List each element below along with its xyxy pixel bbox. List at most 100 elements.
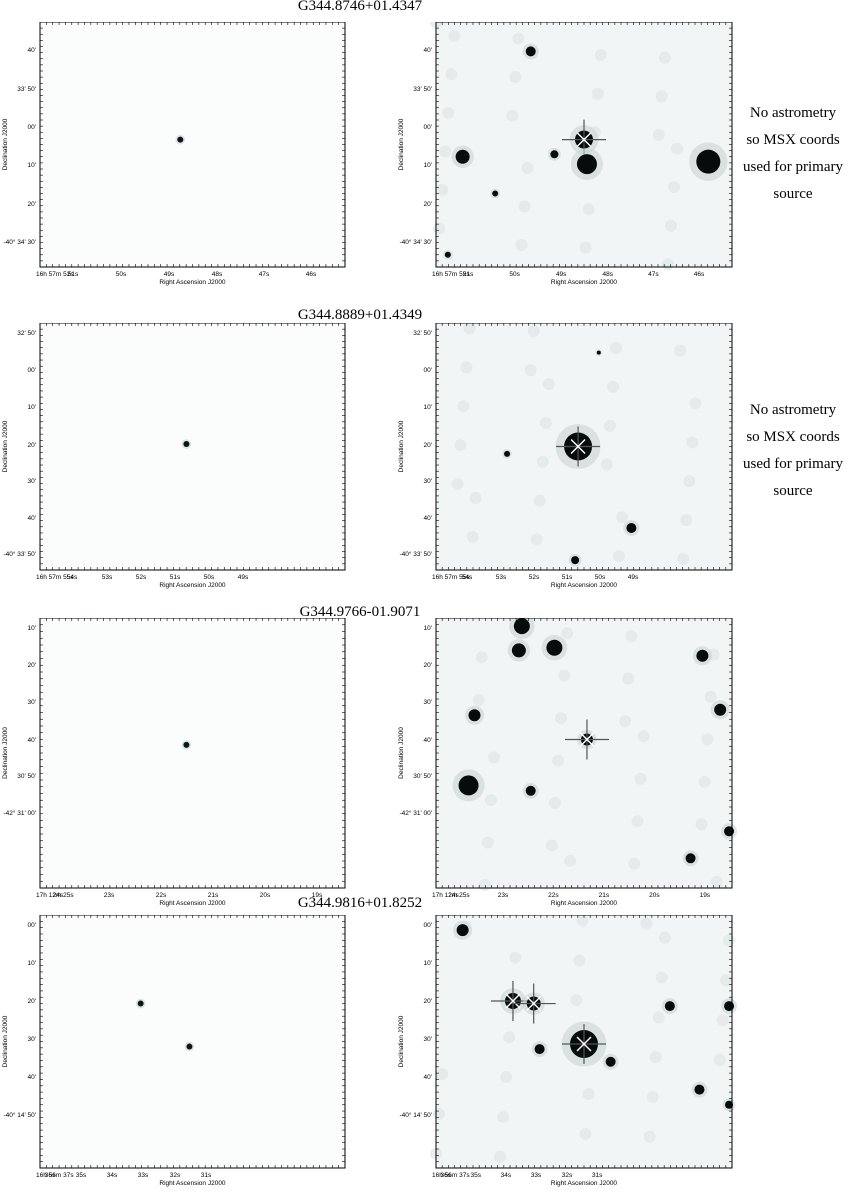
background-blob	[536, 455, 549, 468]
background-blob	[606, 380, 619, 393]
background-blob	[616, 511, 629, 524]
background-blob	[558, 669, 571, 682]
background-blob	[600, 458, 613, 471]
ra-tick-label: 23s	[104, 892, 115, 899]
ra-tick-label: 52s	[136, 574, 147, 581]
background-blob	[649, 1051, 662, 1064]
background-blob	[719, 974, 732, 987]
background-blob	[472, 693, 485, 706]
row-1-title: G344.8746+01.4347	[297, 0, 423, 14]
dec-tick-label: 40'	[424, 47, 432, 54]
dec-tick-label: -40° 34' 30'	[399, 238, 432, 246]
source	[685, 853, 696, 864]
ra-tick-label: 36s	[440, 1172, 451, 1179]
dec-tick-label: 10'	[28, 162, 36, 169]
note-line: so MSX coords	[746, 132, 840, 148]
background-blob	[555, 712, 568, 725]
ra-tick-label: 23s	[498, 892, 509, 899]
x-axis-label: Right Ascension J2000	[551, 582, 618, 589]
dec-tick-label: 20'	[424, 442, 432, 449]
source	[571, 556, 580, 565]
ra-tick-label: 33s	[138, 1172, 149, 1179]
y-axis-label: Declination J2000	[2, 1015, 9, 1067]
dec-tick-label: 30' 50'	[17, 773, 36, 780]
background-blob	[527, 325, 540, 338]
ra-tick-label: 24s	[448, 892, 459, 899]
background-blob	[655, 971, 668, 984]
x-axis-label: Right Ascension J2000	[159, 279, 226, 286]
dec-tick-label: 40'	[424, 737, 432, 744]
y-axis-label: Declination J2000	[2, 420, 9, 472]
ra-tick-label: 22s	[548, 892, 559, 899]
ra-tick-label: 16h 56m 37s	[36, 1172, 74, 1179]
background-blob	[463, 323, 476, 335]
background-blob	[481, 836, 494, 849]
background-blob	[454, 439, 467, 452]
background-blob	[466, 530, 479, 543]
source	[455, 149, 470, 164]
source	[183, 441, 190, 448]
ra-tick-label: 21s	[599, 892, 610, 899]
ra-tick-label: 54s	[67, 574, 78, 581]
ra-tick-label: 54s	[462, 574, 473, 581]
ra-tick-label: 32s	[562, 1172, 573, 1179]
ra-tick-label: 33s	[531, 1172, 542, 1179]
ra-tick-label: 24s	[53, 892, 64, 899]
background-blob	[506, 109, 519, 122]
ra-tick-label: 32s	[170, 1172, 181, 1179]
background-blob	[594, 49, 607, 62]
background-blob	[625, 630, 638, 643]
background-blob	[518, 200, 531, 213]
background-blob	[524, 364, 537, 377]
ra-tick-label: 53s	[496, 574, 507, 581]
background-blob	[655, 90, 668, 103]
background-blob	[503, 1031, 516, 1044]
background-blob	[564, 854, 577, 867]
note-line: used for primary	[743, 159, 843, 175]
ra-tick-label: 22s	[156, 892, 167, 899]
dec-tick-label: -40° 33' 50'	[399, 550, 432, 558]
source	[546, 639, 563, 656]
background-blob	[722, 934, 735, 947]
background-blob	[652, 1011, 665, 1024]
x-axis-label: Right Ascension J2000	[551, 1180, 618, 1187]
source	[596, 350, 601, 355]
dec-tick-label: -42° 31' 00'	[399, 809, 432, 817]
background-blob	[677, 552, 690, 565]
background-blob	[582, 203, 595, 216]
ra-tick-label: 53s	[102, 574, 113, 581]
background-blob	[683, 475, 696, 488]
x-axis-label: Right Ascension J2000	[159, 1180, 226, 1187]
background-blob	[509, 71, 522, 84]
dec-tick-label: 33' 50'	[17, 86, 36, 93]
source	[444, 251, 451, 258]
ra-tick-label: 51s	[170, 574, 181, 581]
source-marker	[556, 426, 601, 467]
background-blob	[695, 818, 708, 831]
row-4-title: G344.9816+01.8252	[297, 895, 423, 911]
background-blob	[710, 875, 723, 888]
y-axis-label: Declination J2000	[398, 727, 405, 779]
ra-tick-label: 16h 57m 55s	[432, 574, 470, 581]
source	[511, 643, 526, 658]
background-blob	[671, 142, 684, 155]
background-blob	[686, 436, 699, 449]
background-blob	[494, 1150, 507, 1163]
background-blob	[457, 400, 470, 413]
dec-tick-label: 30'	[28, 699, 36, 706]
y-axis-label: Declination J2000	[398, 420, 405, 472]
y-axis-label: Declination J2000	[398, 118, 405, 170]
source	[534, 1044, 545, 1055]
ra-tick-label: 19s	[312, 892, 323, 899]
background-blob	[680, 514, 693, 527]
background-blob	[610, 341, 623, 354]
x-axis-label: Right Ascension J2000	[159, 900, 226, 907]
note-line: No astrometry	[749, 105, 837, 121]
source	[186, 1043, 193, 1050]
y-axis-label: Declination J2000	[2, 118, 9, 170]
dec-tick-label: 30' 50'	[413, 773, 432, 780]
source	[694, 1084, 705, 1095]
background-blob	[674, 344, 687, 357]
